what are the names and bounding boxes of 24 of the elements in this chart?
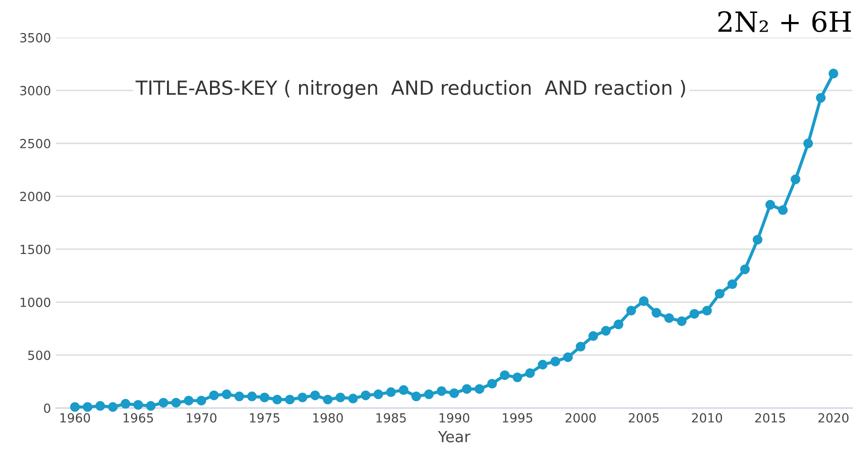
x-axis-title: Year [438,431,470,442]
y-tick-label: 500 [28,350,50,360]
x-tick-label: 1975 [250,413,280,423]
x-tick-label: 1970 [186,413,216,423]
annotation: TITLE-ABS-KEY ( nitrogen AND reduction AND reaction ) [136,80,686,99]
x-tick-label: 1965 [124,413,153,423]
x-tick-label: 2000 [566,413,596,423]
x-tick-label: 1980 [313,413,343,423]
x-tick-label: 1960 [60,413,90,423]
y-tick-label: 0 [44,404,50,413]
y-tick-label: 2000 [20,192,50,202]
y-tick-label: 3000 [20,86,50,96]
x-tick-label: 1995 [502,413,532,423]
y-tick-label: 2500 [20,138,50,148]
x-tick-label: 2015 [755,413,786,423]
y-tick-label: 1000 [20,298,50,308]
x-tick-label: 2010 [692,413,722,423]
x-tick-label: 2020 [818,413,849,423]
y-tick-label: 1500 [20,244,50,254]
x-tick-label: 1990 [440,413,470,423]
x-tick-label: 1985 [376,413,406,423]
text: 2N₂ + 6H [718,11,851,32]
y-tick-label: 3500 [20,32,50,42]
x-tick-label: 2005 [628,413,659,423]
